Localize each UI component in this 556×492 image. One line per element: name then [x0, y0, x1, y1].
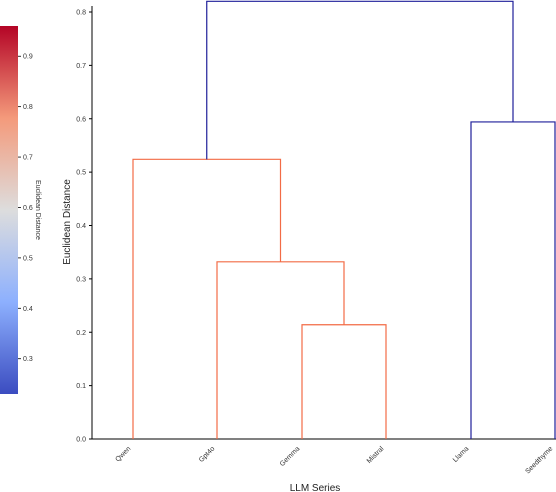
y-tick-label: 0.1: [76, 383, 86, 390]
link-gemma-mistral: [301, 324, 387, 439]
colorbar-tick-label: 0.8: [23, 104, 33, 111]
link-llama-seedthyme: [470, 121, 556, 439]
link-qwen-cluster: [132, 158, 282, 439]
colorbar-tick-label: 0.9: [23, 54, 33, 61]
link-gpt4o-cluster: [216, 261, 345, 439]
colorbar-tick-label: 0.5: [23, 255, 33, 262]
y-tick-label: 0.7: [76, 63, 86, 70]
y-tick-label: 0.6: [76, 116, 86, 123]
colorbar-tick-label: 0.3: [23, 356, 33, 363]
x-tick-label: Qwen: [115, 445, 133, 463]
y-ticks: 0.0 0.1 0.2 0.3 0.4 0.5 0.6 0.7 0.8: [76, 10, 92, 444]
y-tick-label: 0.4: [76, 223, 86, 230]
x-tick-label: Mistral: [366, 445, 386, 465]
x-tick-label: Seedthyme: [524, 445, 554, 475]
colorbar-ticks: 0.3 0.4 0.5 0.6 0.7 0.8 0.9: [18, 54, 33, 363]
x-tick-label: Llama: [452, 445, 471, 464]
colorbar-gradient: [0, 26, 18, 394]
colorbar-tick-label: 0.7: [23, 155, 33, 162]
colorbar-label: Euclidean Distance: [34, 180, 41, 240]
colorbar-tick-label: 0.6: [23, 205, 33, 212]
link-root: [206, 0, 514, 160]
x-ticks: Qwen Gpt4o Gemma Mistral Llama Seedthyme: [115, 445, 555, 475]
x-tick-label: Gpt4o: [198, 445, 217, 464]
plot-axes: [91, 6, 556, 440]
y-tick-label: 0.3: [76, 276, 86, 283]
y-axis-label: Euclidean Distance: [62, 179, 73, 265]
colorbar: 0.3 0.4 0.5 0.6 0.7 0.8 0.9 Euclidean Distance: [0, 26, 41, 394]
x-tick-label: Gemma: [279, 445, 302, 468]
dendrogram-links: [132, 0, 556, 439]
y-tick-label: 0.8: [76, 10, 86, 17]
y-tick-label: 0.2: [76, 330, 86, 337]
y-tick-label: 0.0: [76, 437, 86, 444]
colorbar-tick-label: 0.4: [23, 306, 33, 313]
y-tick-label: 0.5: [76, 170, 86, 177]
x-axis-label: LLM Series: [290, 483, 341, 492]
